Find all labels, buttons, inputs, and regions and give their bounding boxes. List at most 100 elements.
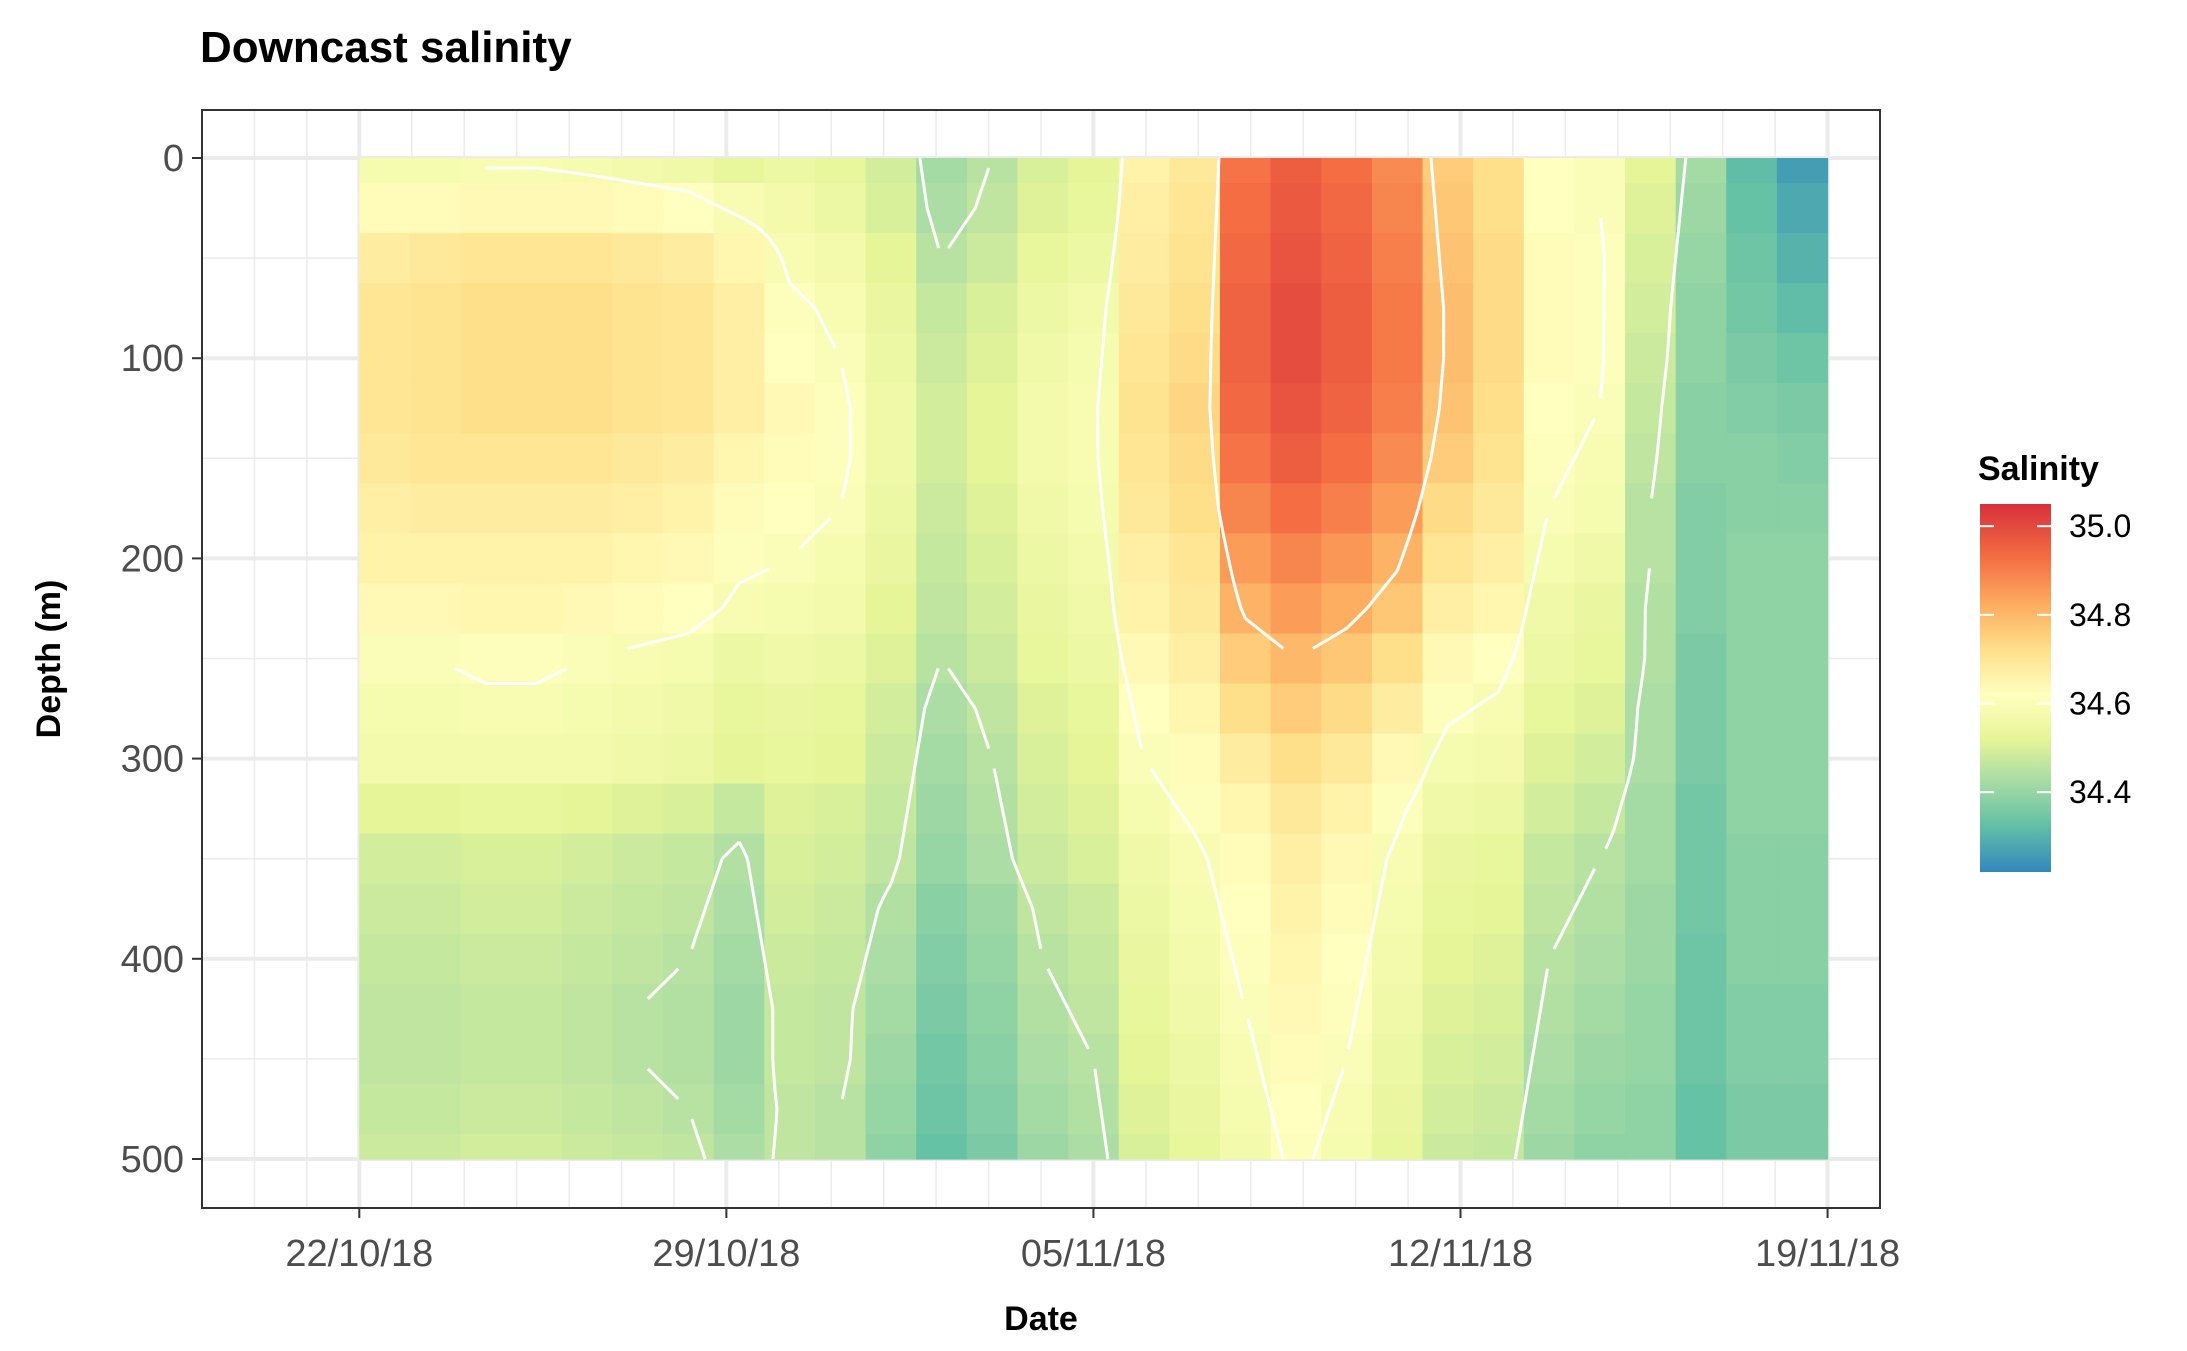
salinity-tile — [1523, 183, 1576, 234]
contour-segment — [1621, 788, 1628, 800]
salinity-tile — [1017, 933, 1069, 985]
contour-segment — [1205, 858, 1212, 870]
legend-ticks: 35.0 34.8 34.6 34.4 — [1980, 508, 2131, 810]
contour-segment — [1093, 1068, 1098, 1080]
contour-segment — [779, 257, 787, 269]
contour-segment — [1102, 1128, 1107, 1140]
salinity-tile — [1473, 1033, 1525, 1085]
salinity-tile — [865, 433, 917, 484]
salinity-tile — [612, 733, 664, 785]
contour-segment — [1314, 1138, 1322, 1150]
salinity-tile — [460, 433, 512, 484]
contour-segment — [913, 758, 918, 769]
contour-segment — [1244, 617, 1259, 630]
salinity-tile — [1726, 1133, 1778, 1160]
contour-segment — [1115, 628, 1120, 639]
contour-segment — [916, 738, 922, 749]
contour-segment — [1103, 528, 1108, 539]
contour-segment — [1646, 568, 1651, 579]
salinity-tile — [1017, 1083, 1069, 1135]
salinity-tile — [1169, 983, 1221, 1035]
salinity-tile — [865, 1133, 917, 1160]
contour-segment — [930, 678, 937, 690]
contour-segment — [1256, 1058, 1262, 1070]
salinity-tile — [409, 158, 462, 184]
contour-segment — [1424, 467, 1430, 479]
contour-segment — [1416, 777, 1424, 790]
contour-segment — [1599, 217, 1604, 229]
salinity-tile — [1220, 883, 1272, 935]
salinity-tile — [1068, 1083, 1120, 1135]
contour-segment — [738, 577, 750, 585]
salinity-tile — [460, 633, 512, 685]
contour-segment — [1522, 608, 1529, 619]
contour-segment — [1236, 598, 1243, 609]
contour-segment — [808, 527, 822, 540]
contour-segment — [803, 297, 817, 310]
contour-segment — [856, 978, 862, 990]
salinity-tile — [1220, 833, 1272, 885]
contour-segment — [690, 938, 697, 950]
salinity-tile — [460, 1083, 512, 1135]
salinity-tile — [1118, 783, 1170, 835]
salinity-tile — [409, 483, 462, 534]
salinity-tile — [561, 883, 614, 935]
contour-segment — [1640, 668, 1645, 679]
contour-segment — [918, 157, 923, 169]
contour-segment — [1365, 948, 1371, 960]
salinity-tile — [460, 1033, 512, 1085]
contour-segment — [1221, 918, 1227, 930]
contour-segment — [1216, 898, 1222, 910]
contour-segment — [1472, 697, 1490, 710]
salinity-tile — [1118, 883, 1170, 935]
salinity-tile — [916, 633, 968, 685]
contour-segment — [727, 587, 737, 600]
salinity-tile — [1270, 383, 1322, 434]
salinity-tile — [1473, 1083, 1525, 1135]
salinity-tile — [1017, 1133, 1069, 1160]
contour-segment — [1514, 638, 1521, 649]
salinity-tile — [865, 1083, 917, 1135]
contour-segment — [1434, 418, 1440, 429]
salinity-tile — [1473, 233, 1525, 284]
salinity-tile — [764, 733, 816, 785]
contour-segment — [1552, 938, 1561, 950]
salinity-tile — [865, 683, 917, 735]
salinity-tile — [1574, 933, 1626, 985]
salinity-tile — [561, 833, 614, 885]
salinity-tile — [814, 233, 867, 284]
salinity-tile — [1625, 1083, 1677, 1135]
contour-segment — [771, 1148, 776, 1160]
salinity-tile — [409, 933, 462, 985]
contour-segment — [767, 237, 778, 249]
contour-segment — [1523, 1088, 1529, 1100]
contour-segment — [1600, 368, 1605, 379]
salinity-tile — [966, 333, 1019, 384]
contour-segment — [1395, 567, 1400, 572]
contour-segment — [1656, 438, 1661, 449]
contour-segment — [1683, 157, 1688, 169]
salinity-tile — [1625, 933, 1677, 985]
salinity-tile — [1270, 583, 1322, 635]
salinity-tile — [1017, 683, 1069, 735]
salinity-tile — [1726, 933, 1778, 985]
salinity-tile — [1371, 383, 1424, 434]
salinity-tile — [1776, 783, 1829, 835]
contour-segment — [818, 317, 827, 329]
salinity-tile — [1625, 158, 1677, 184]
contour-segment — [1602, 247, 1606, 259]
contour-segment — [911, 768, 917, 779]
contour-segment — [1557, 928, 1566, 940]
contour-segment — [687, 627, 697, 635]
contour-segment — [1429, 448, 1435, 459]
contour-segment — [703, 898, 711, 910]
salinity-tile — [1118, 583, 1170, 635]
contour-segment — [1209, 428, 1214, 439]
salinity-tile — [1270, 483, 1322, 534]
contour-segment — [720, 597, 731, 610]
contour-segment — [1365, 597, 1377, 610]
salinity-tile — [1118, 533, 1170, 585]
contour-segment — [1149, 767, 1159, 780]
salinity-tile — [1422, 633, 1474, 685]
x-tick-label: 22/10/18 — [285, 1233, 433, 1275]
